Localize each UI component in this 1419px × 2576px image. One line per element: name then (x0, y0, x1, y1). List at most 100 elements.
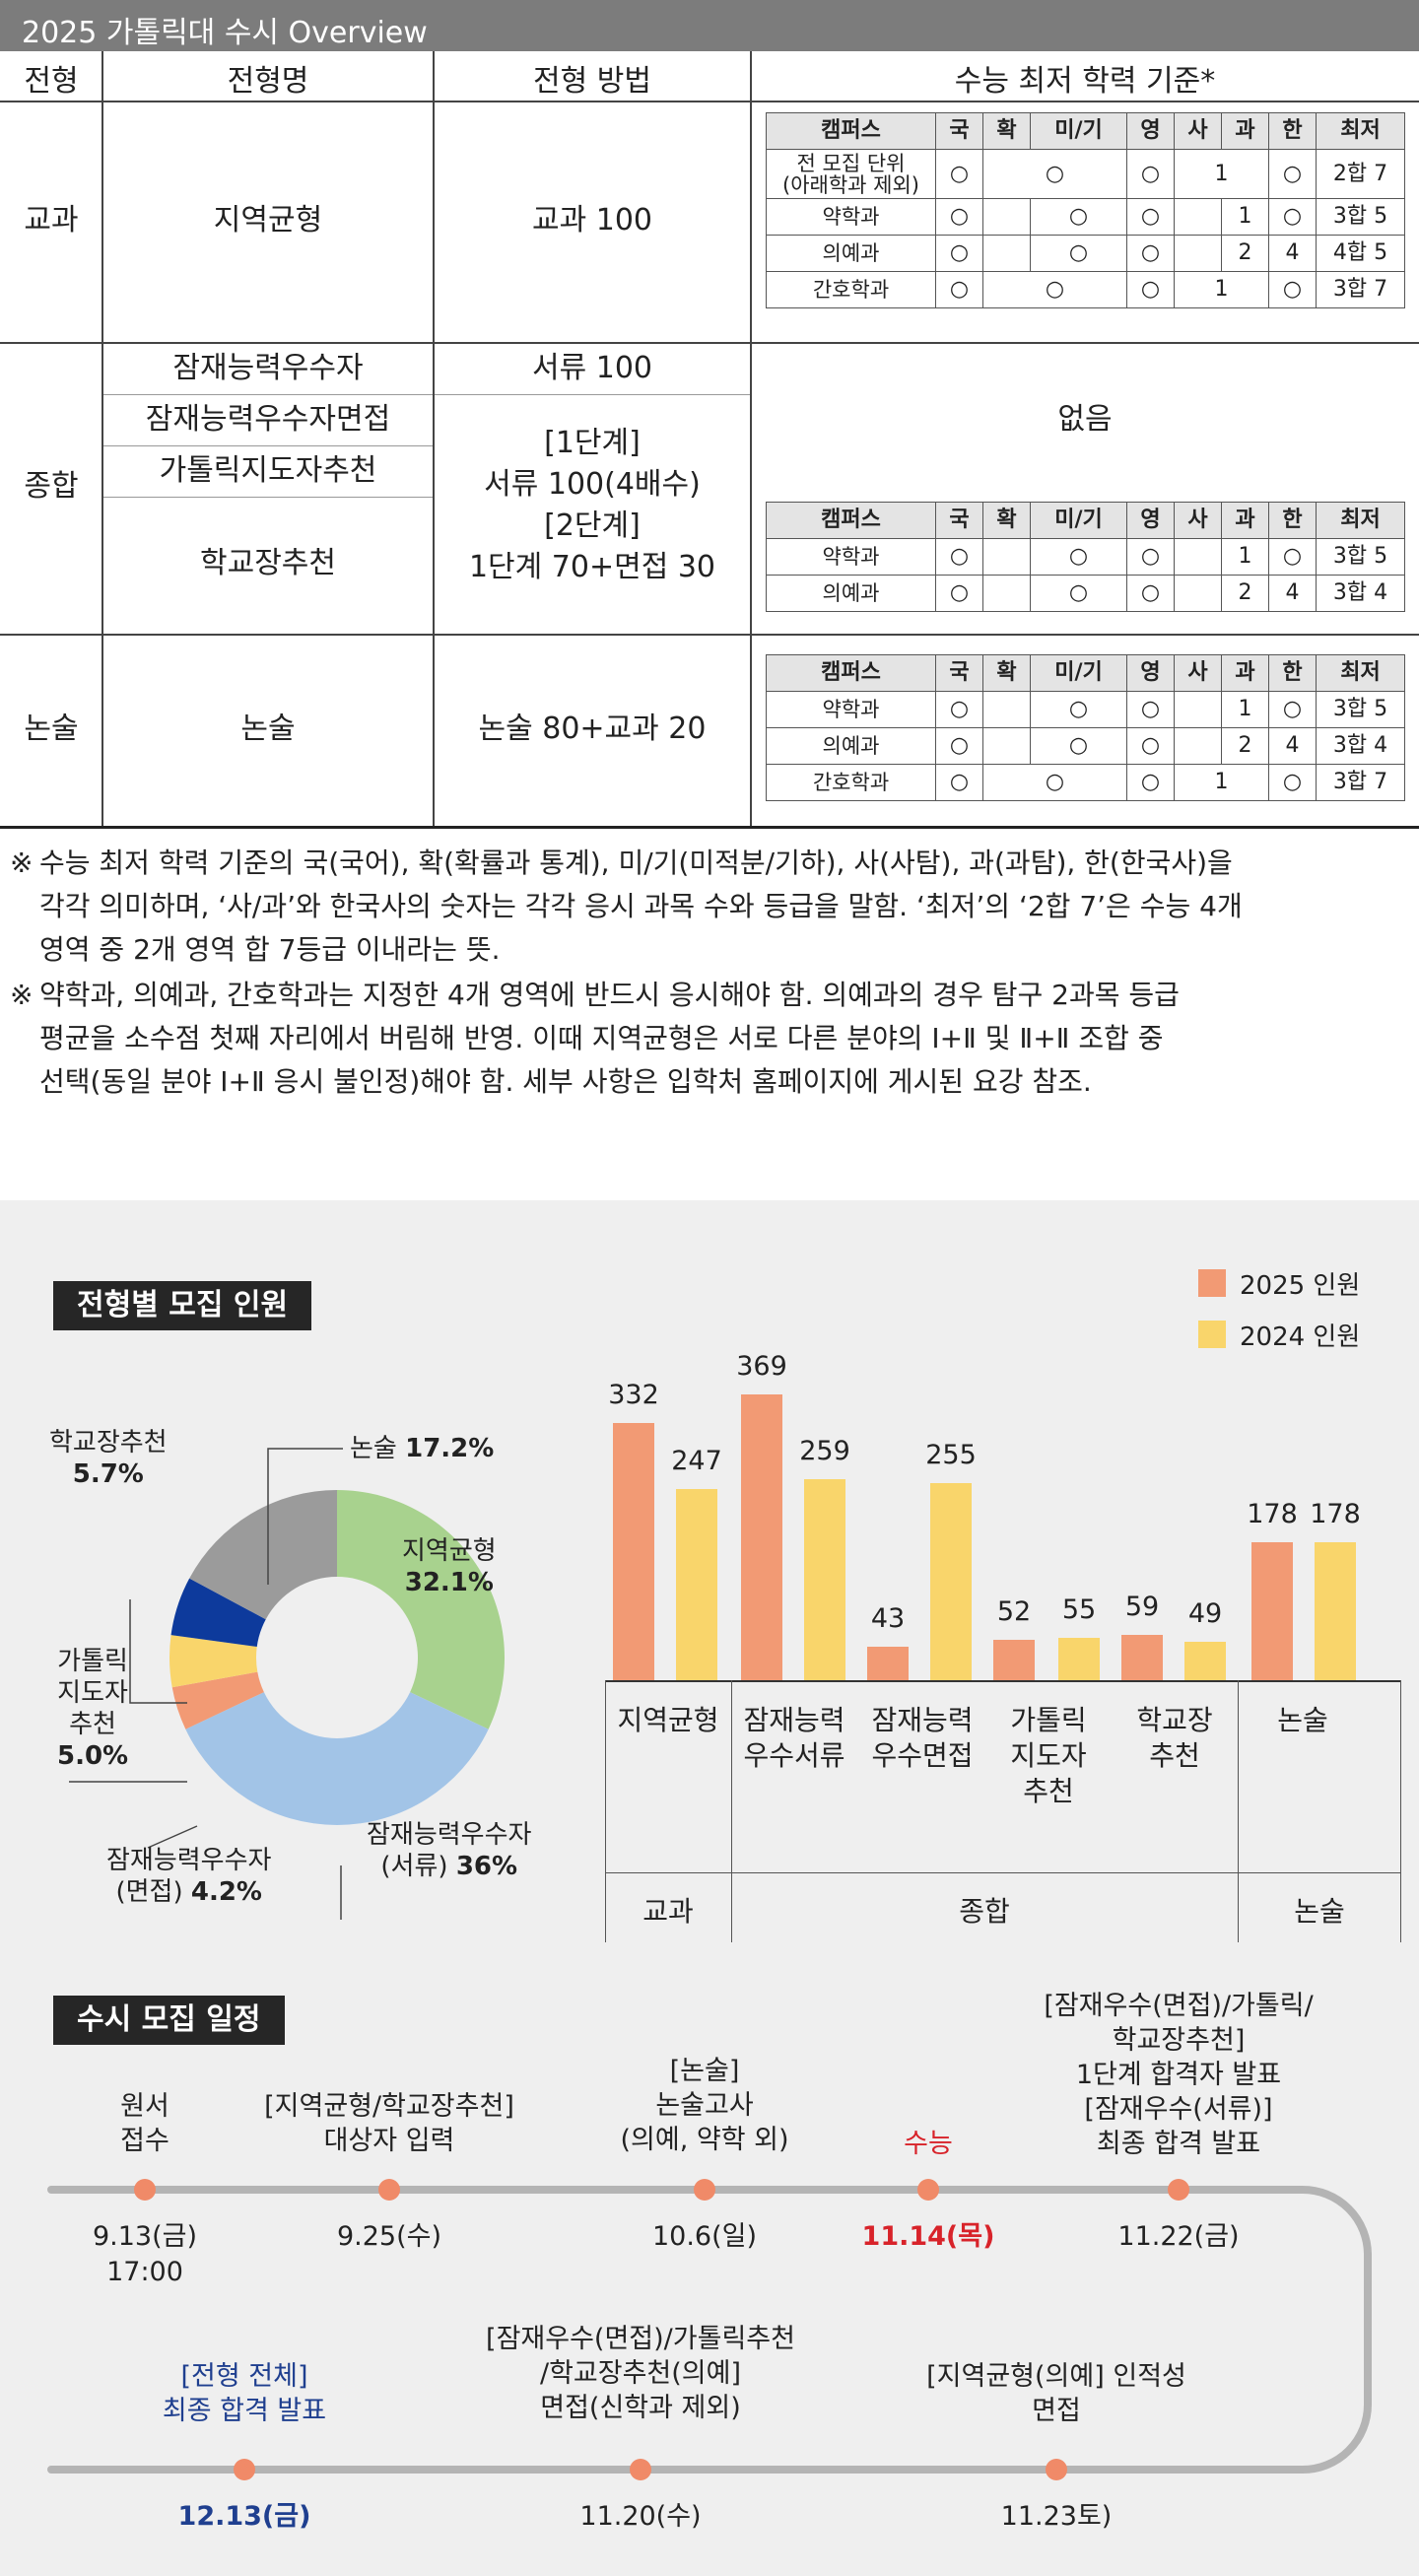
method-stage1-label: [1단계] (544, 426, 641, 460)
bar-value-label: 247 (671, 1445, 722, 1476)
group-divider (1400, 1680, 1401, 1942)
bar-2025-5 (1251, 1542, 1293, 1680)
group-divider (731, 1680, 732, 1942)
bar-2025-0 (613, 1423, 654, 1680)
table-cell: ○ (935, 691, 983, 728)
col-kuk: 국 (935, 654, 983, 692)
table-row: 약학과 ○ ○ ○ 1 ○ 3합 5 (766, 198, 1405, 236)
col-gwa: 과 (1221, 654, 1269, 692)
pie-label-nonsul: 논술 17.2% (350, 1434, 495, 1463)
name-jamjae: 잠재능력우수자 (172, 351, 364, 385)
bar-2024-1 (804, 1479, 845, 1680)
table-cell (982, 235, 1031, 272)
header-minimum: 수능 최저 학력 기준* (954, 64, 1216, 99)
col-sa: 사 (1174, 112, 1222, 150)
note-line: 평균을 소수점 첫째 자리에서 버림해 반영. 이때 지역균형은 서로 다른 분… (39, 1022, 1164, 1054)
col-campus: 캠퍼스 (766, 112, 936, 150)
timeline-line (47, 2186, 1372, 2474)
slice-school (170, 1578, 266, 1647)
timeline-date: 12.13(금) (177, 2501, 311, 2532)
table-cell: ○ (1030, 575, 1127, 612)
col-campus: 캠퍼스 (766, 654, 936, 692)
type-gyogwa: 교과 (24, 203, 79, 237)
slice-myeonjeop (171, 1671, 264, 1729)
type-jonghap: 종합 (24, 469, 79, 504)
table-cell: 4 (1268, 727, 1317, 765)
col-hwak: 확 (982, 654, 1031, 692)
table-cell (982, 727, 1031, 765)
bar-value-label: 369 (736, 1351, 787, 1382)
table-cell: 1 (1221, 538, 1269, 576)
campus-cell: 간호학과 (766, 271, 936, 308)
table-cell: 4 (1268, 235, 1317, 272)
note-line: 영역 중 2개 영역 합 7등급 이내라는 뜻. (39, 933, 501, 966)
table-cell: ○ (982, 764, 1127, 801)
infographic-section: 전형별 모집 인원 논술 17.2% 학교장추천 5.7% 지역균형 32.1% 가… (0, 1200, 1419, 2576)
table-cell: ○ (1126, 198, 1175, 236)
col-hwak: 확 (982, 502, 1031, 539)
method-stage2-label: [2단계] (544, 508, 641, 543)
table-cell: ○ (935, 235, 983, 272)
campus-cell: 약학과 (766, 691, 936, 728)
slice-catholic (169, 1635, 258, 1688)
header-type: 전형 (24, 64, 79, 99)
campus-cell: 간호학과 (766, 764, 936, 801)
x-axis (605, 1680, 1401, 1682)
timeline-track (47, 2186, 1372, 2474)
col-min: 최저 (1316, 112, 1405, 150)
title-bar: 2025 가톨릭대 수시 Overview (0, 0, 1419, 51)
admissions-table: 전형 전형명 전형 방법 수능 최저 학력 기준* 교과 지역균형 교과 100… (0, 51, 1419, 830)
slice-jiyeok (337, 1490, 505, 1729)
table-cell (982, 575, 1031, 612)
type-nonsul: 논술 (24, 712, 79, 746)
campus-cell: 의예과 (766, 575, 936, 612)
timeline-dot (134, 2179, 156, 2201)
bar-2025-2 (867, 1647, 909, 1680)
header-method: 전형 방법 (533, 64, 651, 99)
table-row: 의예과 ○ ○ ○ 2 4 4합 5 (766, 235, 1405, 272)
group-label-nonsul: 논술 (1294, 1895, 1345, 1928)
campus-cell: 의예과 (766, 727, 936, 765)
table-cell: 1 (1221, 691, 1269, 728)
table-row: 의예과 ○ ○ ○ 2 4 3합 4 (766, 727, 1405, 765)
note-1: ※ 수능 최저 학력 기준의 국(국어), 확(확률과 통계), 미/기(미적분… (10, 842, 1409, 972)
table-cell: 3합 7 (1316, 764, 1405, 801)
timeline-date: 11.23토) (1000, 2501, 1113, 2532)
table-cell: ○ (935, 149, 983, 199)
name-jamjae-interview: 잠재능력우수자면접 (145, 402, 391, 437)
method-stage2: 1단계 70+면접 30 (468, 550, 716, 584)
bar-2024-5 (1315, 1542, 1356, 1680)
note-2: ※ 약학과, 의예과, 간호학과는 지정한 4개 영역에 반드시 응시해야 함.… (10, 974, 1409, 1104)
table-row: 의예과 ○ ○ ○ 2 4 3합 4 (766, 575, 1405, 612)
leader-lines (69, 1448, 343, 1920)
pie-label-seoryu: 잠재능력우수자 (서류) 36% (367, 1820, 532, 1881)
col-migi: 미/기 (1030, 502, 1127, 539)
table-row: 약학과 ○ ○ ○ 1 ○ 3합 5 (766, 691, 1405, 728)
leader-line (129, 1599, 187, 1704)
timeline-event-label: [전형 전체] 최종 합격 발표 (162, 2361, 327, 2426)
table-cell (982, 691, 1031, 728)
table-cell: 3합 4 (1316, 727, 1405, 765)
col-migi: 미/기 (1030, 112, 1127, 150)
group-label-gyogwa: 교과 (642, 1895, 694, 1928)
campus-cell: 의예과 (766, 235, 936, 272)
table-row: 캠퍼스 국 확 미/기 영 사 과 한 최저 (766, 502, 1405, 539)
table-cell: ○ (1268, 538, 1317, 576)
timeline-dot (378, 2179, 400, 2201)
group-divider (605, 1680, 606, 1942)
category-label: 지역균형 (617, 1704, 719, 1736)
page-title: 2025 가톨릭대 수시 Overview (22, 16, 428, 50)
group-label-jonghap: 종합 (959, 1895, 1010, 1928)
table-cell: 1 (1174, 764, 1269, 801)
table-cell: 2 (1221, 727, 1269, 765)
category-label: 잠재능력 우수면접 (871, 1704, 974, 1772)
bar-2024-4 (1184, 1642, 1226, 1680)
table-row: 약학과 ○ ○ ○ 1 ○ 3합 5 (766, 538, 1405, 576)
bar-value-label: 43 (870, 1603, 906, 1635)
donut-chart (169, 1490, 505, 1825)
table-cell: ○ (1268, 271, 1317, 308)
table-cell: ○ (1126, 691, 1175, 728)
table-cell: ○ (1126, 271, 1175, 308)
col-sa: 사 (1174, 654, 1222, 692)
table-cell: ○ (1030, 235, 1127, 272)
